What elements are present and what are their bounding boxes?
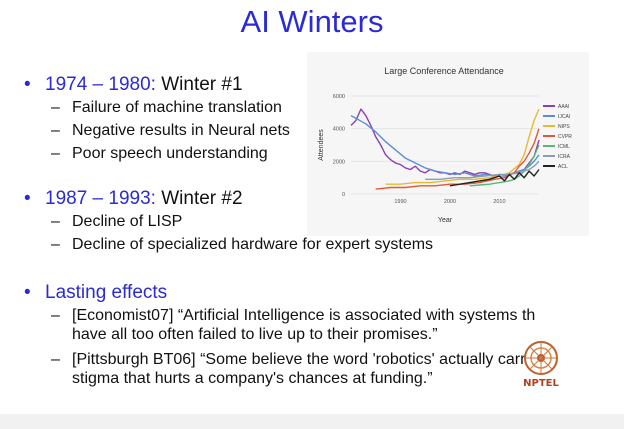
legend-label: NIPS — [558, 124, 570, 130]
dash: – — [51, 145, 60, 162]
bullet-dot: • — [24, 282, 31, 303]
legend-label: IJCAI — [558, 114, 570, 120]
dash: – — [51, 99, 60, 116]
dash: – — [51, 307, 60, 324]
series-line-acl — [449, 169, 540, 187]
slide-title: AI Winters — [240, 4, 384, 39]
x-tick-label: 2000 — [444, 199, 456, 205]
series-line-icra — [425, 160, 540, 181]
x-tick-label: 2010 — [493, 199, 505, 205]
winter1-item: Failure of machine translation — [72, 99, 282, 116]
winter1-heading: 1974 – 1980: Winter #1 — [45, 74, 243, 96]
chart-title: Large Conference Attendance — [384, 66, 504, 76]
winter2-item: Decline of specialized hardware for expe… — [72, 236, 434, 253]
x-tick-label: 1990 — [394, 199, 406, 205]
nptel-logo-text: NPTEL — [523, 378, 559, 389]
quote-line: stigma that hurts a company's chances at… — [72, 370, 433, 387]
series-line-ijcai — [350, 114, 540, 177]
winter1-label: Winter #1 — [155, 74, 243, 95]
x-axis-label: Year — [438, 217, 453, 224]
legend-label: ACL — [558, 164, 568, 170]
dash: – — [51, 122, 60, 139]
y-tick-label: 6000 — [333, 94, 345, 100]
y-tick-label: 4000 — [333, 127, 345, 133]
dash: – — [51, 236, 60, 253]
nptel-logo: NPTEL — [518, 336, 564, 392]
series-line-icml — [469, 144, 540, 187]
legend-label: ICRA — [558, 154, 571, 160]
legend-label: CVPR — [558, 134, 572, 140]
y-tick-label: 2000 — [333, 159, 345, 165]
y-tick-label: 0 — [342, 192, 345, 198]
winter2-item: Decline of LISP — [72, 213, 183, 230]
nptel-emblem-icon — [524, 341, 558, 375]
winter2-label: Winter #2 — [155, 188, 243, 209]
series-line-nips — [385, 108, 540, 185]
bullet-dot: • — [24, 188, 31, 209]
legend-label: AAAI — [558, 104, 569, 110]
quote-line: [Economist07] “Artificial Intelligence i… — [72, 307, 536, 324]
winter2-heading: 1987 – 1993: Winter #2 — [45, 188, 243, 210]
series-line-cvpr — [375, 128, 540, 190]
attendance-chart: Large Conference Attendance 0 2000 4000 6000… — [307, 52, 589, 236]
lasting-effects-heading: Lasting effects — [45, 282, 168, 303]
series-line-aaai — [350, 108, 540, 177]
y-axis-label: Attendees — [318, 129, 325, 161]
bottom-bar — [0, 414, 624, 429]
bullet-dot: • — [24, 74, 31, 95]
dash: – — [51, 213, 60, 230]
chart-svg: Large Conference Attendance 0 2000 4000 6000… — [318, 66, 572, 224]
winter2-years: 1987 – 1993: — [45, 188, 156, 209]
quote-line: have all too often failed to live up to … — [72, 326, 438, 343]
legend-label: ICML — [558, 144, 570, 150]
winter1-item: Poor speech understanding — [72, 145, 268, 162]
winter1-years: 1974 – 1980: — [45, 74, 156, 95]
quote-line: [Pittsburgh BT06] “Some believe the word… — [72, 351, 526, 368]
dash: – — [51, 351, 60, 368]
winter1-item: Negative results in Neural nets — [72, 122, 290, 139]
